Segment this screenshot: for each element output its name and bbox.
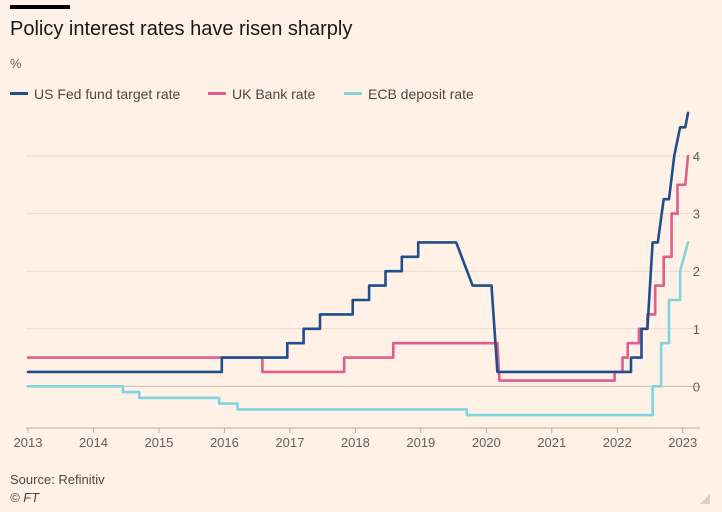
x-tick-label-2015: 2015: [144, 435, 173, 450]
series-uk-bank-line: [26, 154, 690, 382]
y-tick-label-4: 4: [693, 149, 700, 164]
y-tick-label-3: 3: [693, 207, 700, 222]
resize-corner-icon: [700, 494, 710, 504]
x-tick-label-2017: 2017: [275, 435, 304, 450]
y-tick-label-1: 1: [693, 322, 700, 337]
x-tick-label-2016: 2016: [210, 435, 239, 450]
x-tick-label-2023: 2023: [668, 435, 697, 450]
chart-plot: 0 1 2 3 4 2013 2014 2015 2016 2017 2018 2019 2020 202…: [14, 111, 700, 450]
series-ecb-deposit-line: [26, 241, 690, 417]
legend-swatch-uk-bank: [208, 92, 226, 95]
y-tick-label-2: 2: [693, 264, 700, 279]
legend-label-us-fed: US Fed fund target rate: [34, 86, 181, 102]
chart-title: Policy interest rates have risen sharply: [10, 18, 353, 40]
source-note: Source: Refinitiv: [10, 472, 105, 487]
brand-bar: [10, 5, 70, 9]
legend-label-ecb: ECB deposit rate: [368, 86, 474, 102]
series-us-fed-line: [26, 111, 690, 374]
x-tick-label-2013: 2013: [14, 435, 43, 450]
legend-swatch-ecb: [344, 92, 362, 95]
x-tick-label-2022: 2022: [603, 435, 632, 450]
x-tick-label-2019: 2019: [406, 435, 435, 450]
x-tick-label-2014: 2014: [79, 435, 108, 450]
credit-note: © FT: [10, 490, 40, 505]
y-tick-label-0: 0: [693, 379, 700, 394]
y-axis-unit: %: [10, 56, 22, 71]
x-tick-label-2018: 2018: [341, 435, 370, 450]
x-tick-label-2020: 2020: [472, 435, 501, 450]
legend-swatch-us-fed: [10, 92, 28, 95]
x-tick-label-2021: 2021: [537, 435, 566, 450]
legend-label-uk-bank: UK Bank rate: [232, 86, 316, 102]
